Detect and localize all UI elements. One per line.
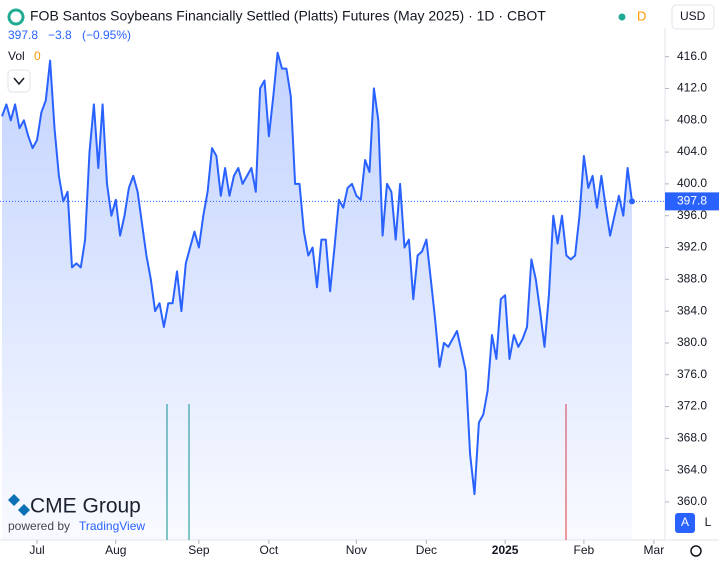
x-tick-label: Mar	[644, 543, 665, 557]
last-price: 397.8	[8, 28, 38, 42]
y-tick-label: 384.0	[677, 303, 707, 317]
price-line	[1, 51, 633, 496]
x-tick-label: Jul	[29, 543, 44, 557]
scale-button-label[interactable]: L	[705, 515, 712, 529]
x-tick-label: Sep	[188, 543, 210, 557]
y-tick-label: 368.0	[677, 431, 707, 445]
y-tick-label: 408.0	[677, 112, 707, 126]
status-dot	[618, 13, 626, 21]
last-price-tag	[665, 192, 719, 211]
currency-button[interactable]	[671, 4, 715, 30]
y-tick-label: 404.0	[677, 144, 707, 158]
change: −3.8	[48, 28, 72, 42]
x-tick-label: 2025	[492, 543, 519, 557]
y-tick-label: 388.0	[677, 271, 707, 285]
scale-button-label[interactable]: A	[681, 515, 689, 529]
last-point	[629, 198, 635, 205]
y-tick-label: 400.0	[677, 176, 707, 190]
brand-logo	[8, 494, 30, 516]
x-tick-label: Nov	[346, 543, 367, 557]
y-tick-label: 416.0	[677, 49, 707, 63]
scale-button[interactable]	[675, 513, 695, 533]
brand: CME Group	[30, 495, 141, 518]
y-tick-label: 372.0	[677, 399, 707, 413]
y-tick-label: 376.0	[677, 367, 707, 381]
powered: powered by	[8, 519, 70, 533]
collapse-button[interactable]	[7, 69, 31, 93]
powered-brand: TradingView	[79, 519, 145, 533]
y-tick-label: 396.0	[677, 208, 707, 222]
y-tick-label: 412.0	[677, 81, 707, 95]
currency[interactable]: USD	[680, 9, 706, 23]
status: D	[637, 8, 646, 23]
symbol-icon	[7, 8, 25, 26]
settings-icon[interactable]	[690, 545, 702, 557]
x-tick-label: Dec	[416, 543, 437, 557]
plot: 360.0 364.0 368.0 372.0 376.0 380.0 384.0 388.0…	[0, 49, 719, 557]
last-price-label: 397.8	[677, 194, 707, 208]
area	[2, 52, 632, 540]
chart-title: FOB Santos Soybeans Financially Settled …	[30, 8, 546, 24]
y-tick-label: 360.0	[677, 494, 707, 508]
y-tick-label: 392.0	[677, 240, 707, 254]
change-pct: (−0.95%)	[82, 28, 131, 42]
y-tick-label: 364.0	[677, 462, 707, 476]
x-tick-label: Aug	[105, 543, 126, 557]
y-tick-label: 380.0	[677, 335, 707, 349]
x-tick-label: Feb	[574, 543, 595, 557]
x-tick-label: Oct	[260, 543, 279, 557]
volume-value: 0	[34, 49, 41, 63]
collapse-icon	[13, 77, 25, 86]
volume-label: Vol	[8, 49, 25, 63]
